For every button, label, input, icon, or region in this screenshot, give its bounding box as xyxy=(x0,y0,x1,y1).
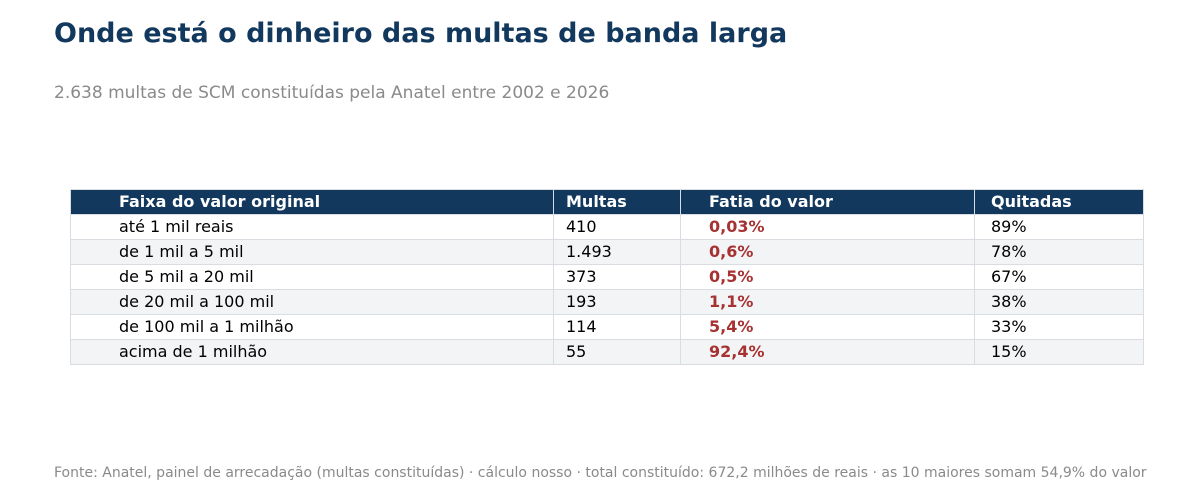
cell-range: de 100 mil a 1 milhão xyxy=(70,314,554,340)
table-row: até 1 mil reais 410 0,03% 89% xyxy=(70,214,1144,240)
table-row: de 20 mil a 100 mil 193 1,1% 38% xyxy=(70,289,1144,315)
table-header-row: Faixa do valor original Multas Fatia do … xyxy=(70,189,1144,215)
cell-paid: 67% xyxy=(974,264,1144,290)
cell-range: de 20 mil a 100 mil xyxy=(70,289,554,315)
cell-paid: 78% xyxy=(974,239,1144,265)
table-row: de 100 mil a 1 milhão 114 5,4% 33% xyxy=(70,314,1144,340)
table-row: de 1 mil a 5 mil 1.493 0,6% 78% xyxy=(70,239,1144,265)
cell-range: acima de 1 milhão xyxy=(70,339,554,365)
cell-count: 193 xyxy=(553,289,681,315)
chart-title: Onde está o dinheiro das multas de banda… xyxy=(54,18,788,49)
cell-share: 92,4% xyxy=(680,339,975,365)
column-header-range: Faixa do valor original xyxy=(70,189,554,215)
cell-paid: 33% xyxy=(974,314,1144,340)
cell-range: de 1 mil a 5 mil xyxy=(70,239,554,265)
table-row: de 5 mil a 20 mil 373 0,5% 67% xyxy=(70,264,1144,290)
column-header-paid: Quitadas xyxy=(974,189,1144,215)
cell-count: 55 xyxy=(553,339,681,365)
column-header-share: Fatia do valor xyxy=(680,189,975,215)
cell-share: 0,6% xyxy=(680,239,975,265)
cell-paid: 89% xyxy=(974,214,1144,240)
table-row: acima de 1 milhão 55 92,4% 15% xyxy=(70,339,1144,365)
cell-count: 1.493 xyxy=(553,239,681,265)
cell-share: 1,1% xyxy=(680,289,975,315)
cell-share: 5,4% xyxy=(680,314,975,340)
cell-count: 373 xyxy=(553,264,681,290)
cell-share: 0,03% xyxy=(680,214,975,240)
fines-table: Faixa do valor original Multas Fatia do … xyxy=(70,189,1144,365)
cell-range: de 5 mil a 20 mil xyxy=(70,264,554,290)
source-note: Fonte: Anatel, painel de arrecadação (mu… xyxy=(54,465,1147,481)
cell-share: 0,5% xyxy=(680,264,975,290)
cell-count: 114 xyxy=(553,314,681,340)
cell-paid: 15% xyxy=(974,339,1144,365)
cell-paid: 38% xyxy=(974,289,1144,315)
cell-count: 410 xyxy=(553,214,681,240)
column-header-count: Multas xyxy=(553,189,681,215)
chart-subtitle: 2.638 multas de SCM constituídas pela An… xyxy=(54,83,610,103)
cell-range: até 1 mil reais xyxy=(70,214,554,240)
